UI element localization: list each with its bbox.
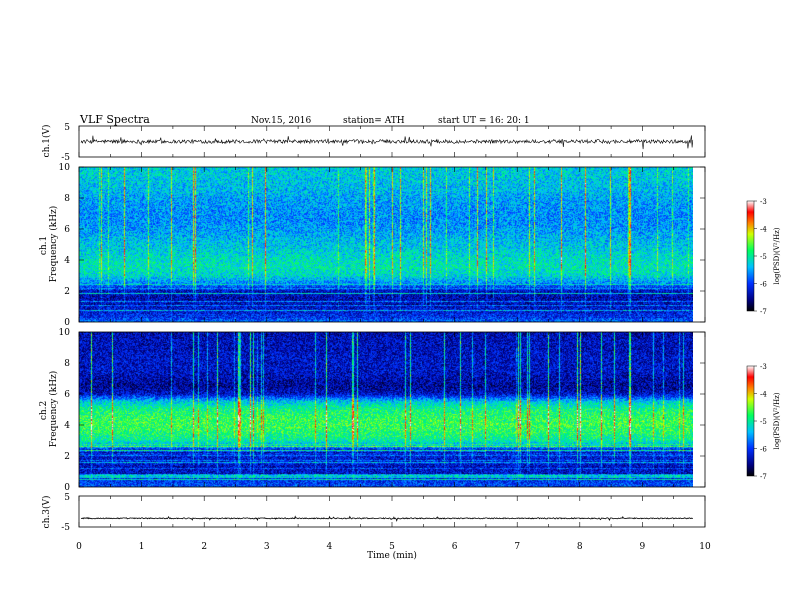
ch2-colorbar-bar [746,365,755,477]
colorbar-tick-label: -6 [760,446,767,454]
ch1-spectrogram-image [79,167,693,322]
ch3-waveform-panel: 5 -5 ch.3(V) [41,493,706,533]
time-tick-label: 3 [264,542,270,552]
ch2-colorbar: -3 -4 -5 -6 -7 log(PSD)(V²/Hz) [746,363,781,481]
time-tick-label: 7 [514,542,520,552]
time-axis: 0 1 2 3 4 5 6 7 8 9 10 [76,126,711,552]
colorbar-tick-label: -3 [760,363,767,371]
frequency-tick-label: 4 [64,421,70,431]
time-tick-label: 5 [389,542,395,552]
colorbar-tick-label: -4 [760,391,767,399]
ch1-ylabel: ch.1(V) [41,125,52,158]
ch2-spectrogram-panel: 0 2 4 6 8 10 ch.2 Frequency (kHz) [39,328,706,493]
frequency-tick-label: 10 [59,163,71,173]
ch1-colorbar: -3 -4 -5 -6 -7 log(PSD)(V²/Hz) [746,198,781,316]
time-tick-label: 6 [452,542,458,552]
frequency-tick-label: 2 [64,287,70,297]
colorbar-tick-label: -3 [760,198,767,206]
ch2-spectrogram-image [79,332,693,487]
colorbar-tick-label: -5 [760,253,767,261]
ch2-colorbar-ticks: -3 -4 -5 -6 -7 [754,363,767,481]
ch1-colorbar-label: log(PSD)(V²/Hz) [773,227,781,284]
frequency-tick-label: 8 [64,359,70,369]
time-tick-label: 2 [201,542,207,552]
colorbar-tick-label: -5 [760,418,767,426]
start-ut-label: start UT = 16: 20: 1 [438,116,530,126]
frequency-tick-label: 0 [64,483,70,493]
time-tick-label: 4 [327,542,333,552]
time-tick-label: 0 [76,542,82,552]
time-tick-label: 9 [640,542,646,552]
ch1-colorbar-ticks: -3 -4 -5 -6 -7 [754,198,767,316]
frequency-tick-label: 8 [64,194,70,204]
figure-title: VLF Spectra [79,113,150,126]
ch3-ytick-top: 5 [64,493,70,503]
ch1-ytick-top: 5 [64,123,70,133]
ch3-waveform-trace [80,515,693,522]
colorbar-tick-label: -6 [760,281,767,289]
ch3-ytick-bottom: -5 [61,523,70,533]
frequency-tick-label: 2 [64,452,70,462]
time-axis-label: Time (min) [367,550,417,561]
ch2-frequency-ticks: 0 2 4 6 8 10 [59,328,705,493]
date-label: Nov.15, 2016 [251,116,312,126]
ch2-frequency-ylabel: ch.2 Frequency (kHz) [39,371,59,448]
frequency-tick-label: 4 [64,256,70,266]
colorbar-tick-label: -4 [760,226,767,234]
ch1-waveform-panel: 5 -5 ch.1(V) [41,123,706,163]
ch1-spectrogram-panel: 0 2 4 6 8 10 ch.1 Frequency (kHz) [39,163,706,328]
ch1-ytick-bottom: -5 [61,153,70,163]
frequency-tick-label: 0 [64,318,70,328]
time-tick-label: 10 [699,542,711,552]
ch2-colorbar-label: log(PSD)(V²/Hz) [773,392,781,449]
colorbar-tick-label: -7 [760,473,767,481]
frequency-tick-label: 6 [64,390,70,400]
time-tick-label: 8 [577,542,583,552]
station-label: station= ATH [343,116,405,126]
time-tick-label: 1 [139,542,145,552]
ch3-ylabel: ch.3(V) [41,496,52,529]
ch1-frequency-ticks: 0 2 4 6 8 10 [59,163,705,328]
ch1-frequency-ylabel: ch.1 Frequency (kHz) [39,206,59,283]
ch1-colorbar-bar [746,200,755,312]
colorbar-tick-label: -7 [760,308,767,316]
frequency-tick-label: 6 [64,225,70,235]
frequency-tick-label: 10 [59,328,71,338]
ch1-waveform-trace [80,135,694,150]
